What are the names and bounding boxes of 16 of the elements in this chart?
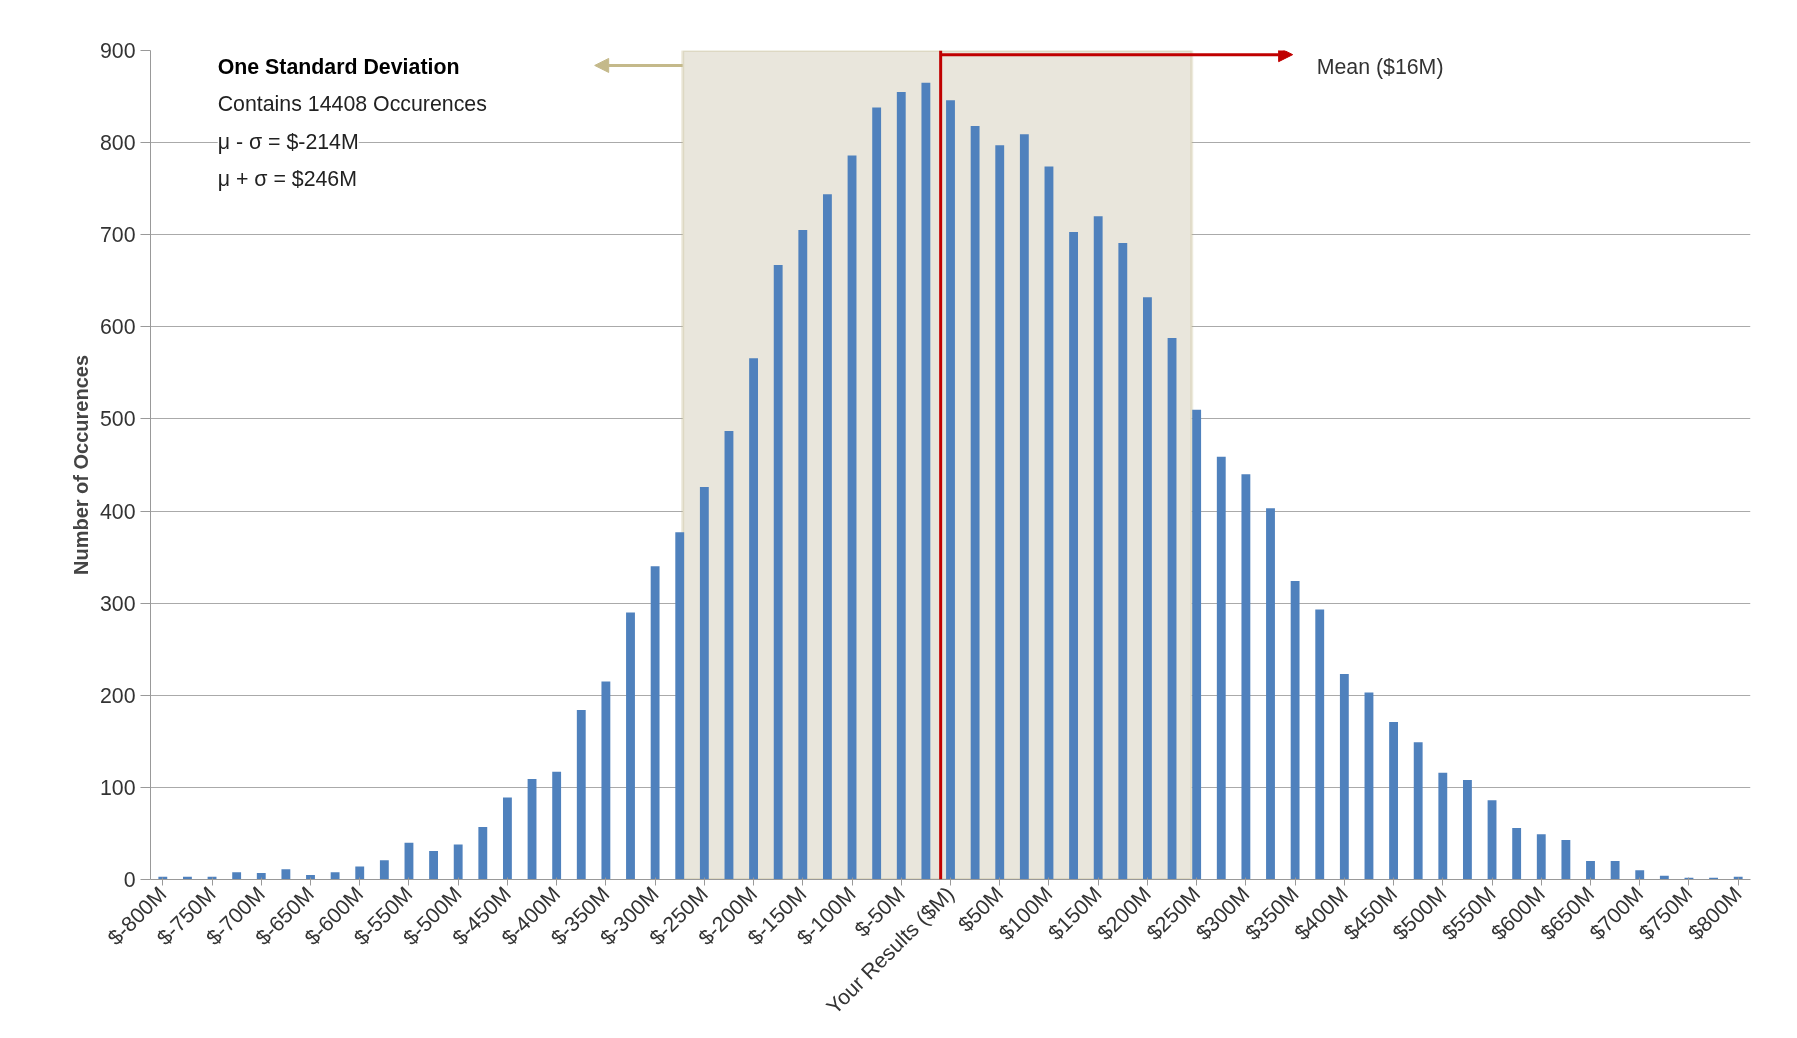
annotation: μ - σ = $-214M (217, 129, 359, 154)
y-tick-label: 200 (99, 683, 136, 708)
y-tick-label: 600 (99, 315, 136, 340)
y-tick-label: 900 (99, 39, 136, 63)
annotation: μ + σ = $246M (217, 166, 357, 191)
y-tick-label: 700 (99, 223, 136, 248)
y-tick-label: 0 (123, 868, 136, 892)
annotation: One Standard Deviation (217, 55, 460, 80)
y-tick-label: 400 (99, 499, 136, 524)
y-tick-label: 800 (99, 131, 136, 156)
y-axis-title: Number of Occurences (69, 354, 92, 576)
annotation: Contains 14408 Occurences (217, 92, 487, 117)
ref-line-label: Mean ($16M) (1316, 55, 1444, 80)
y-tick-label: 500 (99, 407, 136, 432)
y-tick-label: 300 (99, 591, 136, 616)
y-tick-label: 100 (99, 775, 136, 800)
